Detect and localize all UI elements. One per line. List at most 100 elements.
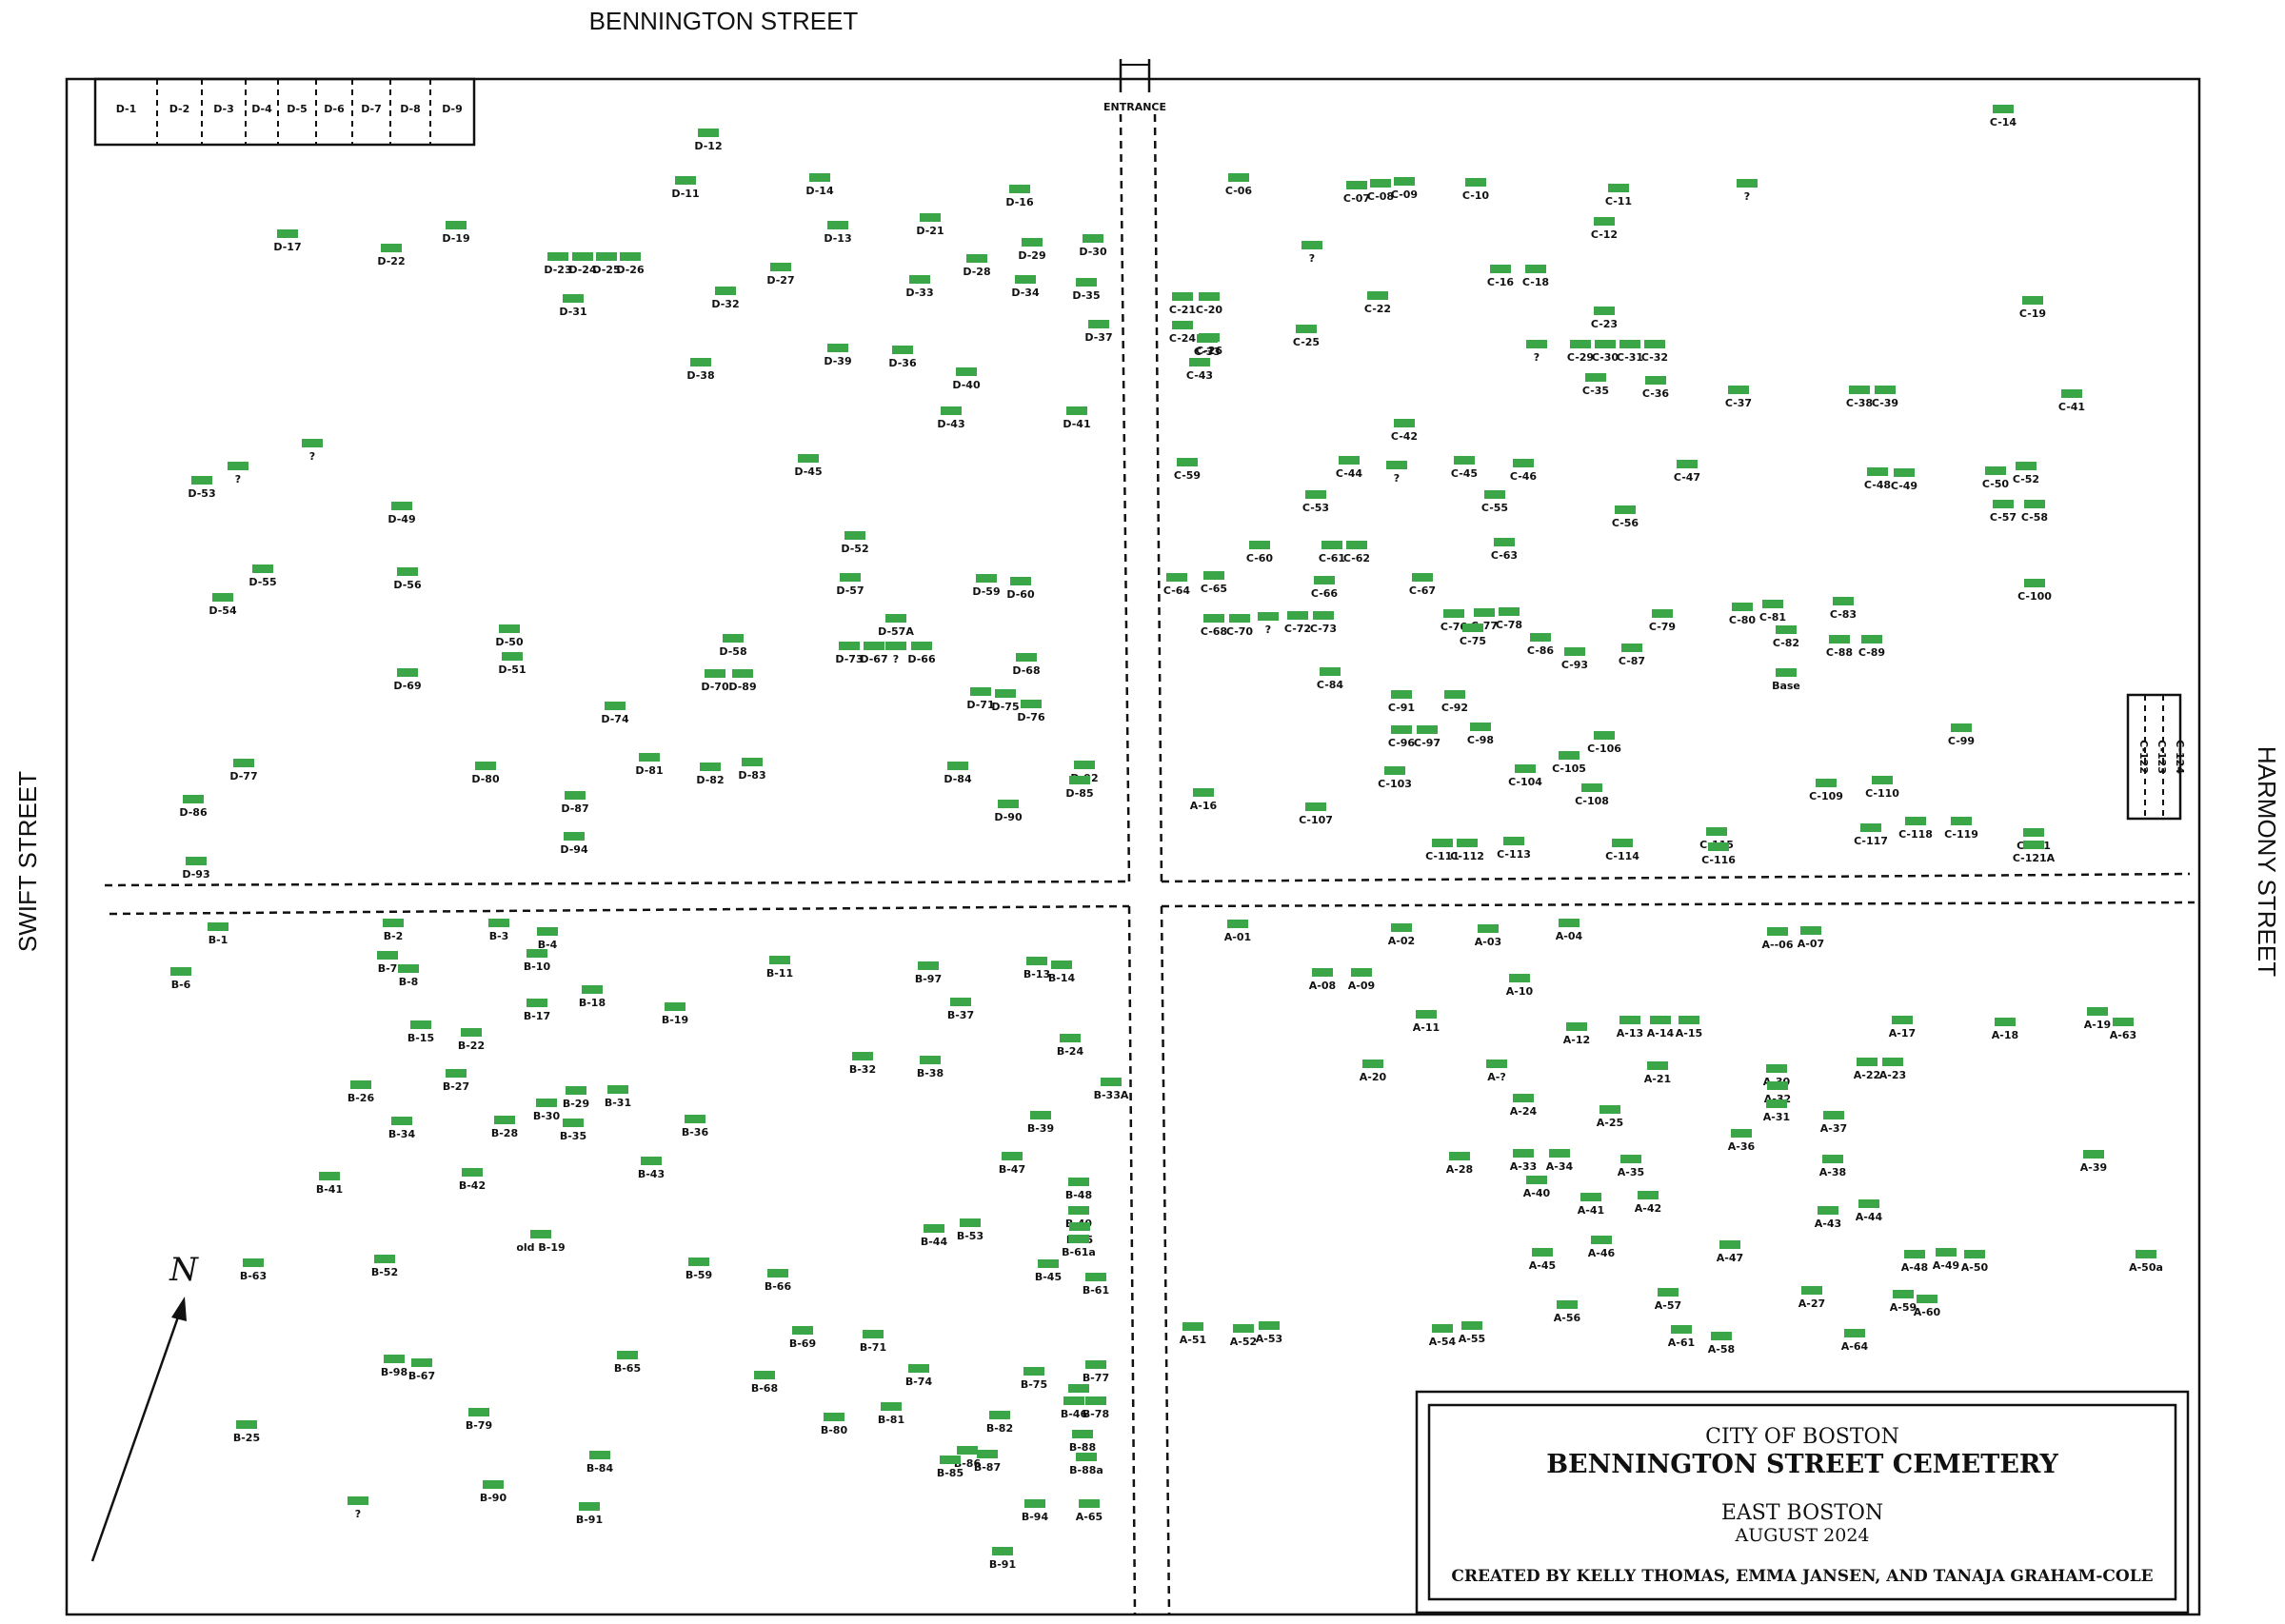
grave-marker-c[interactable]: C-59 [1174,458,1201,482]
grave-marker-rect[interactable] [1313,611,1334,620]
grave-marker-rect[interactable] [1591,1236,1612,1244]
grave-marker-rect[interactable] [998,800,1019,808]
grave-marker-b[interactable]: B-47 [999,1152,1025,1176]
grave-marker-c[interactable]: C-82 [1773,625,1799,649]
grave-marker-d[interactable]: D-41 [1063,406,1091,430]
grave-marker-a[interactable]: A-36 [1728,1129,1756,1153]
grave-marker-a[interactable]: A-44 [1856,1199,1883,1223]
grave-marker-b[interactable]: B-35 [560,1119,586,1142]
grave-marker-rect[interactable] [1612,839,1633,847]
grave-marker-rect[interactable] [798,454,819,463]
grave-marker-rect[interactable] [1203,614,1224,623]
grave-marker-rect[interactable] [1249,541,1270,549]
grave-marker-rect[interactable] [950,998,971,1006]
grave-marker-rect[interactable] [723,634,744,643]
grave-marker-rect[interactable] [1063,1396,1084,1405]
grave-marker-rect[interactable] [252,564,273,573]
grave-marker-rect[interactable] [1189,358,1210,366]
grave-marker-b[interactable]: B-80 [821,1413,848,1436]
grave-marker-rect[interactable] [1305,802,1326,811]
grave-marker-rect[interactable] [605,702,626,710]
grave-marker-c[interactable]: ? [1258,612,1279,636]
grave-marker-d[interactable]: D-69 [393,668,422,692]
grave-marker-rect[interactable] [1068,1235,1089,1243]
grave-marker-c[interactable]: C-73 [1310,611,1337,635]
grave-marker-d[interactable]: ? [302,439,323,463]
grave-marker-c[interactable]: C-107 [1299,802,1333,826]
grave-marker-c[interactable]: C-88 [1826,635,1853,659]
grave-marker-rect[interactable] [1024,1499,1045,1508]
grave-marker-rect[interactable] [1009,185,1030,193]
grave-marker-c[interactable]: C-111 [1425,839,1460,862]
grave-marker-rect[interactable] [885,614,906,623]
grave-marker-d[interactable]: D-31 [559,294,587,318]
grave-marker-rect[interactable] [1002,1152,1023,1160]
grave-marker-b[interactable]: B-15 [407,1020,434,1044]
grave-marker-d[interactable]: D-33 [905,275,934,299]
grave-marker-c[interactable]: ? [1386,461,1407,485]
grave-marker-rect[interactable] [1893,1290,1914,1298]
grave-marker-d[interactable]: D-68 [1012,653,1041,677]
grave-marker-rect[interactable] [1079,1499,1100,1508]
grave-marker-rect[interactable] [1993,105,2014,113]
grave-marker-c[interactable]: C-64 [1163,573,1191,597]
grave-marker-c[interactable]: C-25 [1293,325,1320,348]
grave-marker-rect[interactable] [995,689,1016,698]
grave-marker-b[interactable]: B-7 [377,951,398,975]
grave-marker-rect[interactable] [1861,635,1882,644]
grave-marker-rect[interactable] [1549,1149,1570,1158]
grave-marker-c[interactable]: C-105 [1552,751,1586,775]
grave-marker-b[interactable]: B-68 [751,1371,778,1395]
grave-marker-rect[interactable] [840,573,861,582]
grave-marker-rect[interactable] [1608,184,1629,192]
grave-marker-a[interactable]: A-43 [1815,1206,1841,1230]
grave-marker-rect[interactable] [1454,456,1475,465]
grave-marker-rect[interactable] [767,1269,788,1277]
grave-marker-c[interactable]: C-81 [1759,600,1786,624]
grave-marker-rect[interactable] [1312,968,1333,977]
grave-marker-c[interactable]: C-87 [1619,644,1645,667]
grave-marker-d[interactable]: D-40 [952,367,981,391]
grave-marker-a[interactable]: A-24 [1510,1094,1538,1118]
grave-marker-rect[interactable] [1776,625,1797,634]
grave-marker-b[interactable]: B-65 [614,1351,641,1375]
grave-marker-b[interactable]: B-52 [371,1255,398,1278]
grave-marker-rect[interactable] [1069,1222,1090,1231]
grave-marker-rect[interactable] [1101,1078,1122,1086]
grave-marker-d[interactable]: D-89 [728,669,757,693]
grave-marker-rect[interactable] [792,1326,813,1335]
grave-marker-d[interactable]: D-76 [1017,700,1045,723]
grave-marker-rect[interactable] [1470,723,1491,731]
grave-marker-b[interactable]: B-24 [1057,1034,1084,1058]
grave-marker-rect[interactable] [1513,1149,1534,1158]
grave-marker-rect[interactable] [1320,667,1341,676]
grave-marker-rect[interactable] [468,1408,489,1416]
grave-marker-a[interactable]: A-58 [1708,1332,1735,1356]
grave-marker-rect[interactable] [1951,817,1972,825]
grave-marker-rect[interactable] [690,358,711,366]
grave-marker-rect[interactable] [1526,340,1547,348]
grave-marker-rect[interactable] [236,1420,257,1429]
grave-marker-c[interactable]: C-18 [1522,265,1549,288]
grave-marker-rect[interactable] [1199,292,1220,301]
grave-marker-rect[interactable] [1719,1240,1740,1249]
grave-marker-rect[interactable] [475,762,496,770]
grave-marker-rect[interactable] [940,1456,961,1464]
grave-marker-rect[interactable] [1594,217,1615,226]
grave-marker-c[interactable]: C-100 [2017,579,2052,603]
grave-marker-rect[interactable] [1069,776,1090,784]
grave-marker-b[interactable]: B-36 [682,1115,709,1139]
grave-marker-rect[interactable] [1513,1094,1534,1102]
grave-marker-rect[interactable] [1872,776,1893,784]
grave-marker-a[interactable]: A-20 [1360,1060,1387,1083]
grave-marker-rect[interactable] [212,593,233,602]
grave-marker-b[interactable]: B-94 [1022,1499,1049,1523]
grave-marker-b[interactable]: B-1 [208,922,228,946]
grave-marker-rect[interactable] [1478,924,1499,933]
grave-marker-a[interactable]: A-01 [1224,920,1251,943]
grave-marker-rect[interactable] [881,1402,902,1411]
grave-marker-rect[interactable] [1679,1016,1699,1024]
grave-marker-rect[interactable] [391,502,412,510]
grave-marker-rect[interactable] [1650,1016,1671,1024]
grave-marker-a[interactable]: A-45 [1529,1248,1556,1272]
